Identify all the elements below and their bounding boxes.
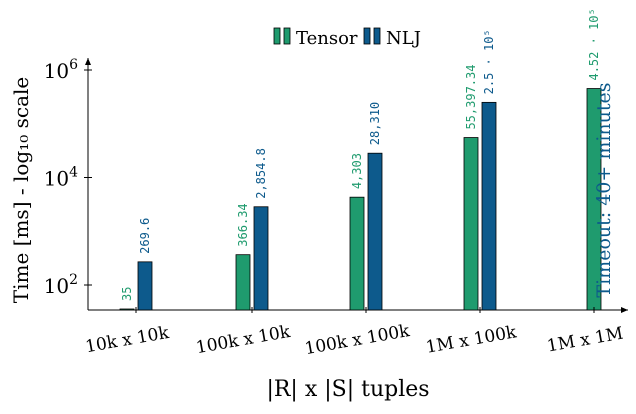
bars [119,88,602,311]
bar-tensor [463,137,479,311]
x-axis-label: |R| x |S| tuples [266,377,429,402]
legend-swatch [373,27,381,45]
y-tick-label: 102 [44,272,78,298]
data-label-nlj: 2.5 · 10⁵ [482,29,496,94]
legend-label: NLJ [386,28,421,49]
legend-label: Tensor [296,28,358,49]
y-ticks: 102 104 106 [44,57,92,298]
bar-nlj [367,152,383,311]
data-label-tensor: 366.34 [236,203,250,246]
legend-swatch [363,27,371,45]
bar-tensor [349,196,365,311]
y-axis-label: Time [ms] - log₁₀ scale [9,77,33,303]
x-tick-label: 1M x 100k [424,322,518,358]
y-axis-arrow [85,58,91,65]
legend: Tensor NLJ [268,20,421,50]
data-label-tensor: 35 [120,287,134,301]
x-tick-label: 1M x 1M [546,324,625,357]
bar-tensor [235,254,251,311]
data-label-nlj: 269.6 [138,218,152,254]
data-label-nlj: 2,854.8 [254,148,268,199]
x-ticks: 10k x 10k 100k x 10k 100k x 100k 1M x 100k 1… [84,307,625,359]
bar-nlj [253,206,269,311]
legend-swatch [273,27,281,45]
y-tick-label: 106 [44,57,78,83]
x-tick-label: 100k x 10k [195,322,293,358]
bar-nlj [481,101,497,311]
data-labels: 35 269.6 366.34 2,854.8 4,303 28,310 55,397.34… [120,8,601,301]
data-label-tensor: 55,397.34 [464,65,478,130]
timeout-annotation: Timeout: 40+ minutes [593,82,615,297]
data-label-nlj: 28,310 [368,102,382,145]
y-tick-label: 104 [44,165,78,191]
x-axis-arrow [621,307,628,313]
bar-nlj [137,261,153,311]
legend-swatch [283,27,291,45]
bar-tensor [119,308,135,311]
data-label-tensor: 4.52 · 10⁵ [587,8,601,80]
x-tick-label: 10k x 10k [84,323,171,357]
x-tick-label: 100k x 100k [303,321,411,359]
data-label-tensor: 4,303 [350,153,364,189]
